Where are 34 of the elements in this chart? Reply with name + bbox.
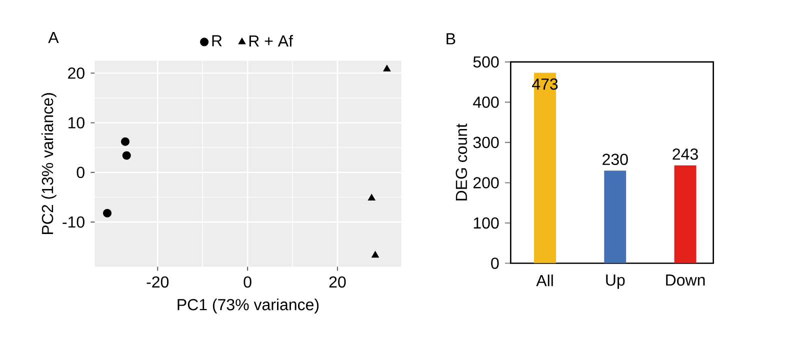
chart-title: B bbox=[446, 33, 456, 44]
bar bbox=[674, 165, 696, 264]
point bbox=[368, 194, 376, 200]
x-axis-title: PC1 (73% variance) bbox=[178, 298, 319, 314]
y-tick-label: 400 bbox=[473, 96, 499, 108]
data-label: 230 bbox=[602, 154, 628, 166]
point bbox=[122, 151, 131, 160]
y-tick-label: 20 bbox=[68, 67, 84, 79]
chart-title: A bbox=[48, 32, 59, 44]
data-label: 243 bbox=[672, 148, 698, 160]
point bbox=[383, 64, 391, 72]
y-tick-label: 300 bbox=[473, 136, 499, 148]
point bbox=[102, 208, 112, 218]
y-tick-label: -10 bbox=[62, 216, 84, 228]
point bbox=[120, 137, 130, 146]
point bbox=[372, 251, 379, 258]
x-tick-label: -20 bbox=[146, 276, 169, 288]
x-tick-label: 20 bbox=[329, 276, 346, 288]
x-tick-label: 0 bbox=[244, 276, 252, 288]
x-tick-label: Up bbox=[606, 274, 625, 289]
y-tick-label: 0 bbox=[76, 166, 84, 178]
y-axis-title: DEG count bbox=[456, 124, 468, 200]
bar bbox=[534, 72, 556, 264]
y-tick-label: 0 bbox=[491, 258, 499, 269]
x-tick-label: Down bbox=[666, 274, 705, 286]
legend-label: R + Af bbox=[249, 34, 294, 47]
y-axis-title: PC2 (13% variance) bbox=[41, 93, 56, 234]
y-tick-label: 10 bbox=[68, 117, 84, 128]
x-tick-label: All bbox=[536, 274, 553, 286]
legend-label: R bbox=[212, 35, 222, 46]
bar bbox=[604, 170, 626, 264]
y-tick-label: 100 bbox=[474, 217, 499, 229]
y-tick-label: 200 bbox=[473, 177, 499, 188]
y-tick-label: 500 bbox=[473, 56, 499, 68]
